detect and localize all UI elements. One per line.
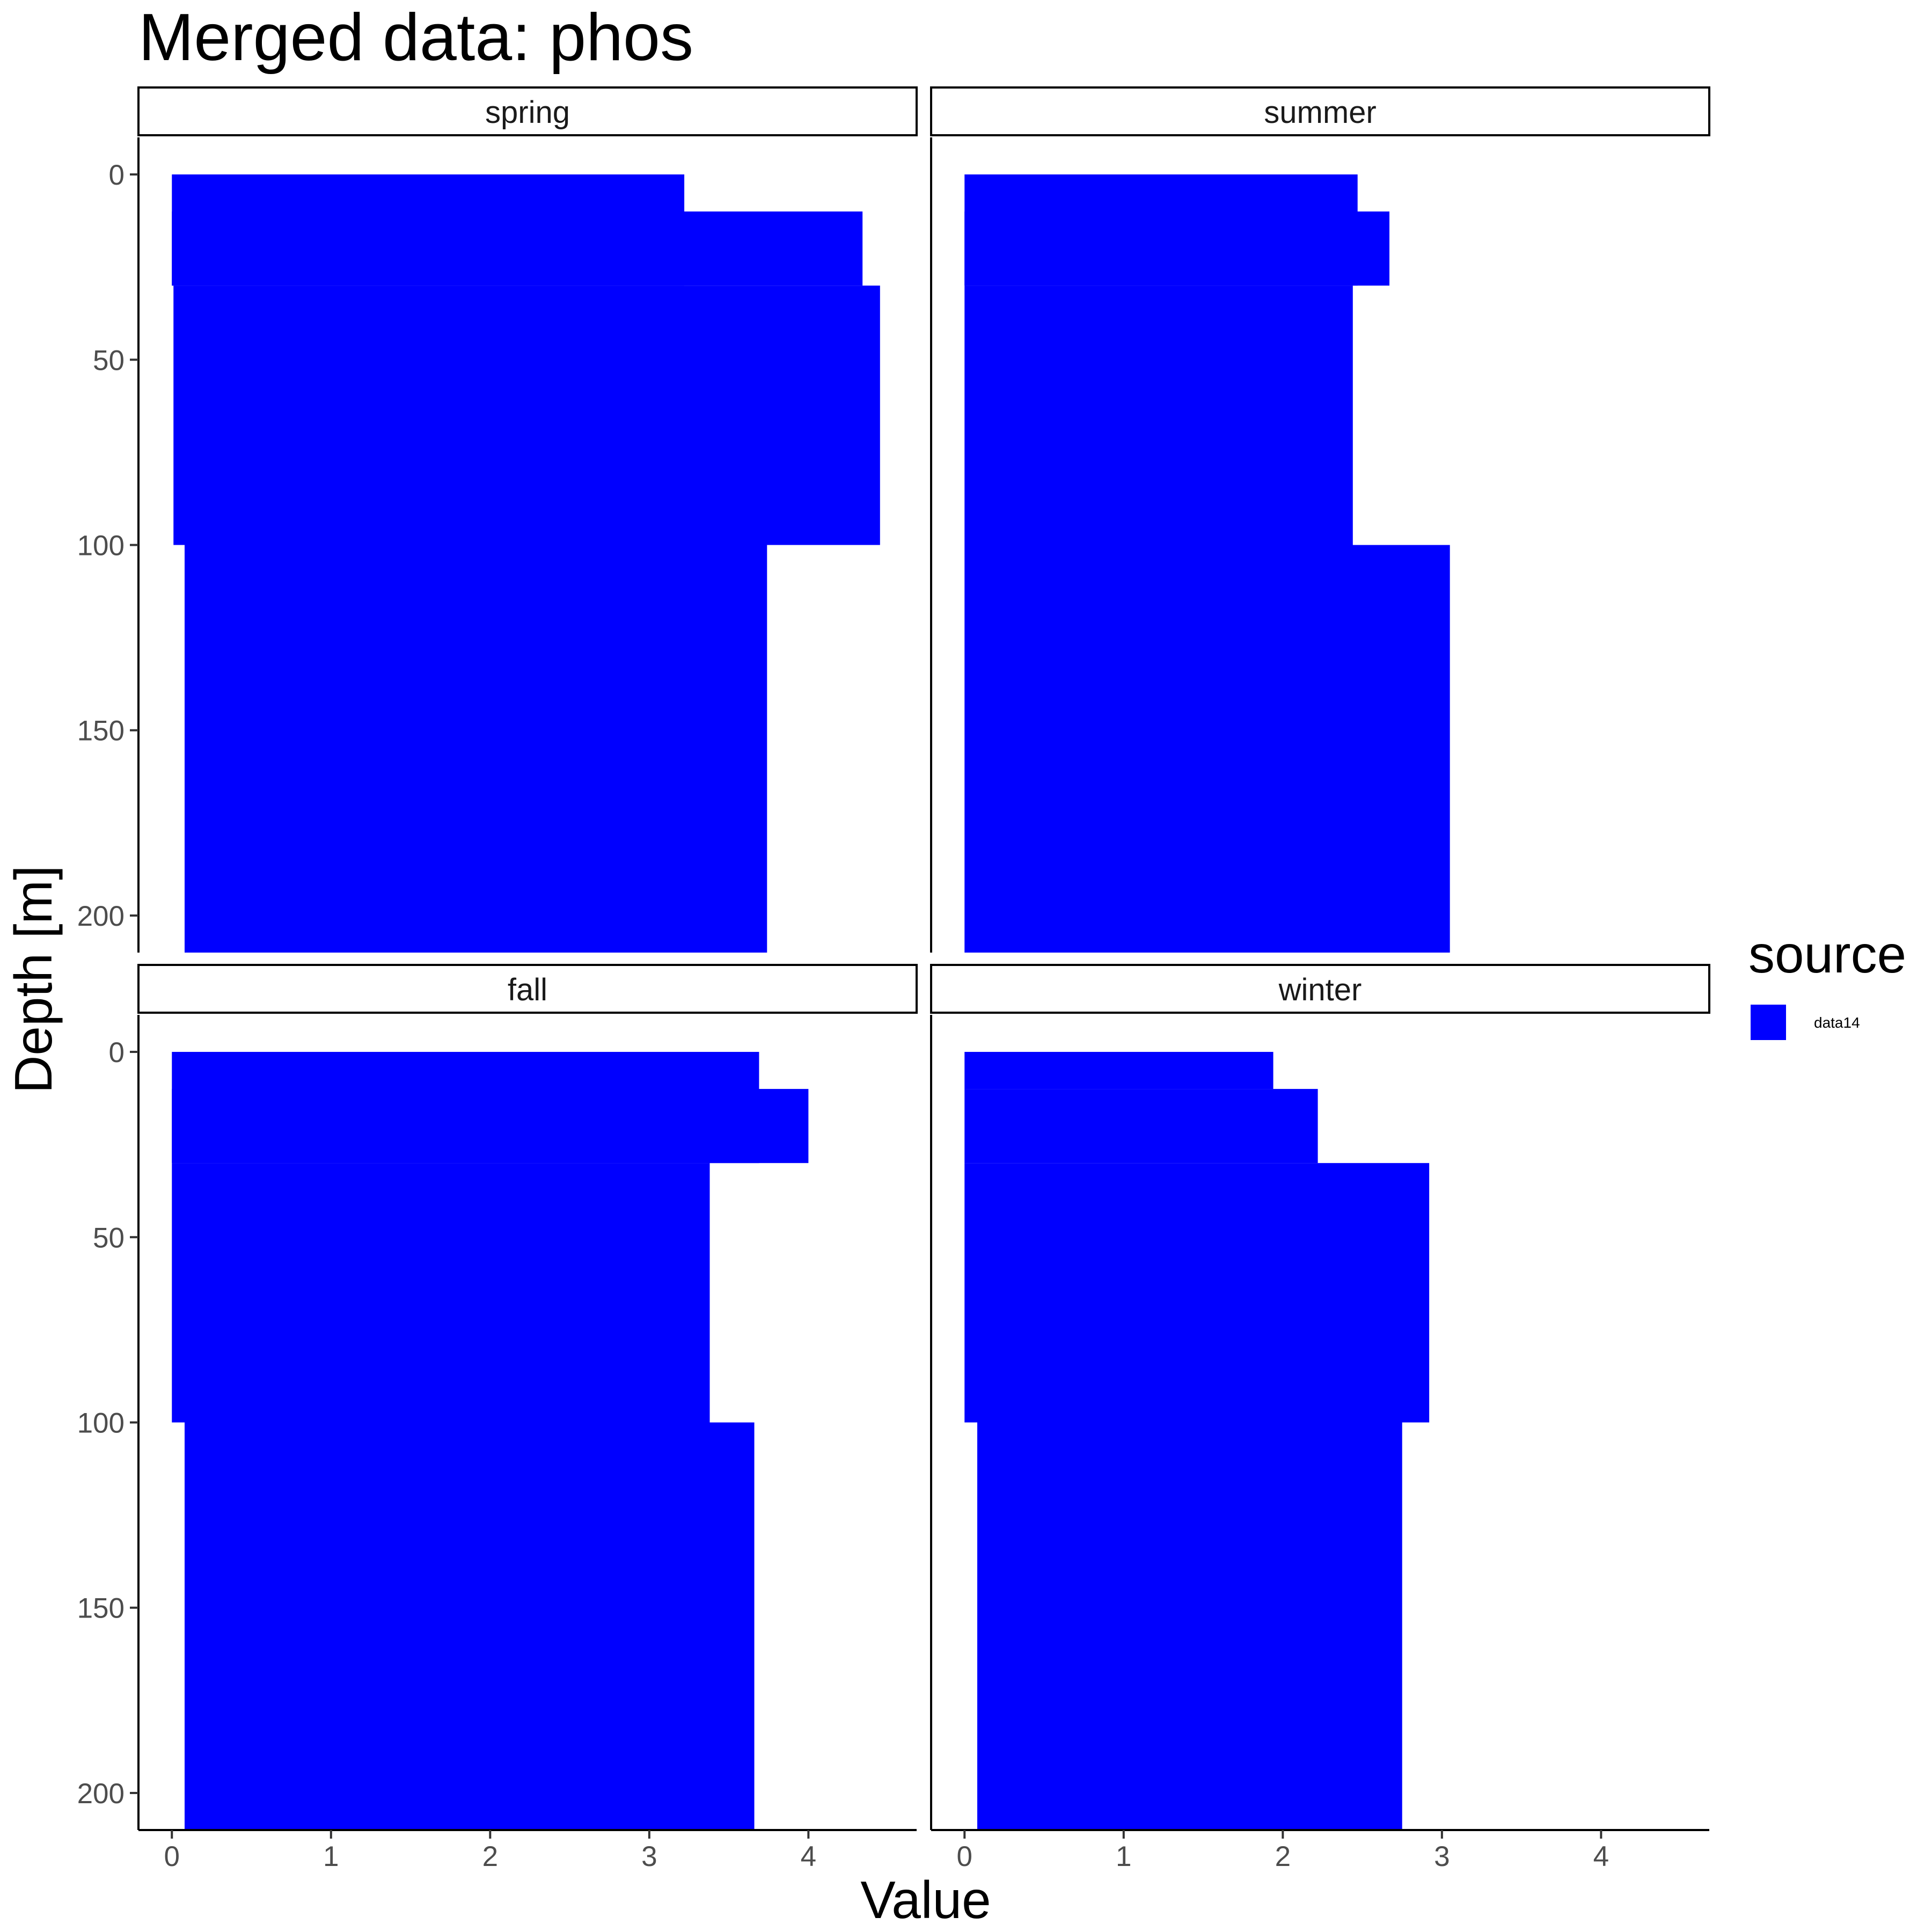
facet-panel-spring: spring 0 50 100 150 200 [77, 86, 918, 953]
facet-strip-label: winter [1278, 972, 1362, 1007]
y-tick-label: 0 [109, 1037, 125, 1069]
bar [964, 1089, 1318, 1163]
legend-title: source [1748, 925, 1906, 984]
bar [172, 211, 863, 286]
x-tick-label: 3 [641, 1841, 657, 1872]
x-axis-title: Value [860, 1870, 991, 1929]
bar [172, 1163, 710, 1423]
y-tick-label: 100 [77, 530, 125, 562]
bar [964, 211, 1389, 286]
y-tick-label: 150 [77, 715, 125, 747]
facet-panel-summer: summer [930, 86, 1710, 953]
x-tick-label: 1 [323, 1841, 339, 1872]
x-tick-label: 2 [1275, 1841, 1291, 1872]
x-tick-label: 3 [1434, 1841, 1450, 1872]
facet-panel-winter: winter 0 1 2 3 4 [930, 964, 1710, 1872]
bar [173, 286, 880, 545]
legend-key-data14 [1751, 1005, 1786, 1040]
facet-strip-label: fall [508, 972, 547, 1007]
bar [172, 1089, 809, 1163]
x-tick-label: 0 [164, 1841, 180, 1872]
bar [964, 286, 1353, 545]
y-tick-label: 50 [93, 345, 125, 376]
y-tick-label: 100 [77, 1408, 125, 1439]
legend-label: data14 [1814, 1014, 1860, 1031]
bar [964, 1052, 1274, 1089]
y-axis-title: Depth [m] [4, 866, 63, 1094]
y-tick-label: 200 [77, 1778, 125, 1810]
facet-strip [930, 964, 1710, 1014]
x-tick-label: 0 [957, 1841, 972, 1872]
x-tick-label: 4 [1593, 1841, 1609, 1872]
bar [964, 1163, 1430, 1423]
facet-panel-fall: fall 0 1 2 3 4 0 50 100 150 200 [77, 964, 918, 1872]
x-tick-label: 2 [482, 1841, 498, 1872]
y-tick-label: 150 [77, 1593, 125, 1624]
facet-strip [930, 86, 1710, 136]
bar [184, 1422, 755, 1830]
legend: source data14 [1748, 925, 1906, 1040]
y-tick-label: 0 [109, 159, 125, 191]
bar [964, 545, 1450, 953]
facet-strip-label: spring [485, 95, 570, 130]
facet-strip-label: summer [1264, 95, 1376, 130]
x-tick-label: 1 [1116, 1841, 1131, 1872]
facet-panels: spring 0 50 100 150 200 summer fall 0 1 2 3 4 0 50 100 1… [77, 86, 1710, 1872]
y-tick-label: 200 [77, 901, 125, 932]
facet-strip [137, 86, 918, 136]
facet-strip [137, 964, 918, 1014]
bar [977, 1422, 1402, 1830]
chart-title: Merged data: phos [138, 1, 693, 75]
bar [184, 545, 767, 953]
x-tick-label: 4 [801, 1841, 816, 1872]
y-tick-label: 50 [93, 1222, 125, 1254]
